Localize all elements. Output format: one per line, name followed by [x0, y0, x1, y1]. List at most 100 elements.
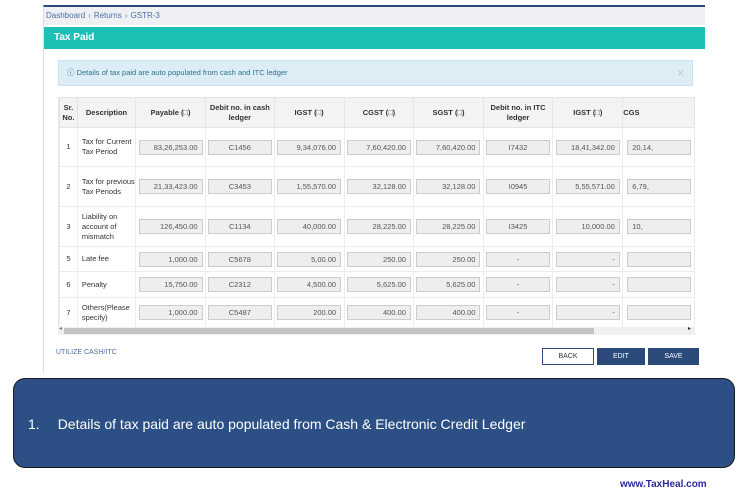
amount-field[interactable]: 1,000.00: [138, 305, 203, 320]
breadcrumb-gstr3[interactable]: GSTR-3: [130, 11, 160, 20]
amount-field[interactable]: I3425: [486, 219, 551, 234]
amount-field[interactable]: 5,625.00: [346, 277, 411, 292]
breadcrumb-separator: ›: [124, 11, 128, 20]
amount-field[interactable]: [627, 305, 692, 320]
cell: -: [552, 246, 624, 272]
amount-field[interactable]: 7,60,420.00: [416, 139, 481, 155]
table-row: 6 Penalty 15,750.00 C2312 4,500.00 5,625.00 5,…: [59, 271, 695, 298]
column-header: Sr. No.: [59, 97, 78, 128]
footer-website: www.TaxHeal.com: [620, 479, 707, 490]
scroll-left-icon[interactable]: ◂: [59, 326, 63, 332]
cell: 83,26,253.00: [135, 127, 206, 167]
scroll-right-icon[interactable]: ▸: [687, 326, 691, 332]
cell: 5,55,571.00: [552, 166, 624, 207]
cell: 28,225.00: [343, 206, 415, 247]
amount-field[interactable]: [627, 277, 692, 292]
amount-field[interactable]: 7,60,420.00: [346, 139, 411, 155]
description: Penalty: [76, 271, 137, 298]
amount-field[interactable]: 126,450.00: [138, 219, 203, 234]
cell: -: [482, 271, 554, 298]
cell: [622, 246, 695, 272]
cell: 250.00: [413, 246, 484, 272]
cell: [622, 297, 695, 327]
amount-field[interactable]: C2312: [207, 277, 272, 292]
amount-field[interactable]: C5678: [207, 251, 272, 267]
scrollbar-thumb[interactable]: [64, 328, 594, 334]
breadcrumb-returns[interactable]: Returns: [93, 11, 122, 20]
amount-field[interactable]: -: [555, 251, 620, 267]
description: Tax for previous Tax Periods: [76, 166, 137, 207]
amount-field[interactable]: -: [486, 251, 551, 267]
amount-field[interactable]: 32,128.00: [416, 179, 481, 194]
close-icon[interactable]: ×: [676, 66, 684, 80]
amount-field[interactable]: 28,225.00: [416, 219, 481, 234]
horizontal-scrollbar[interactable]: ◂ ▸: [58, 326, 695, 335]
breadcrumb-dashboard[interactable]: Dashboard: [46, 11, 86, 20]
amount-field[interactable]: 5,625.00: [416, 277, 481, 292]
cell: 20,14,: [622, 127, 695, 167]
description: Liability on account of mismatch: [76, 206, 137, 247]
amount-field[interactable]: 200.00: [277, 305, 342, 320]
amount-field[interactable]: -: [555, 305, 620, 320]
amount-field[interactable]: 10,: [627, 219, 692, 234]
amount-field[interactable]: 9,34,076.00: [277, 139, 342, 155]
amount-field[interactable]: 32,128.00: [346, 179, 411, 194]
edit-button[interactable]: EDIT: [597, 348, 645, 365]
cell: C2312: [204, 271, 275, 298]
tax-paid-table: Sr. No. Description Payable (□) Debit no. i…: [58, 97, 695, 327]
amount-field[interactable]: 15,750.00: [138, 277, 203, 292]
amount-field[interactable]: C5487: [207, 305, 272, 320]
amount-field[interactable]: 250.00: [346, 251, 411, 267]
column-header: Description: [76, 97, 137, 128]
cell: 7,60,420.00: [413, 127, 484, 167]
amount-field[interactable]: 40,000.00: [277, 219, 342, 234]
cell: -: [552, 297, 624, 327]
amount-field[interactable]: 400.00: [346, 305, 411, 320]
amount-field[interactable]: C1456: [207, 139, 272, 155]
cell: 5,625.00: [343, 271, 415, 298]
amount-field[interactable]: 250.00: [416, 251, 481, 267]
amount-field[interactable]: 28,225.00: [346, 219, 411, 234]
amount-field[interactable]: 1,55,570.00: [277, 179, 342, 194]
amount-field[interactable]: 83,26,253.00: [138, 139, 203, 155]
amount-field[interactable]: C1134: [207, 219, 272, 234]
amount-field[interactable]: [627, 251, 692, 267]
cell: 18,41,342.00: [552, 127, 624, 167]
amount-field[interactable]: 4,500.00: [277, 277, 342, 292]
amount-field[interactable]: 1,000.00: [138, 251, 203, 267]
cell: 1,000.00: [135, 246, 206, 272]
amount-field[interactable]: 6,79,: [627, 179, 692, 194]
amount-field[interactable]: 18,41,342.00: [555, 139, 620, 155]
page-title: Tax Paid: [44, 27, 705, 49]
amount-field[interactable]: I0945: [486, 179, 551, 194]
amount-field[interactable]: -: [486, 277, 551, 292]
sr-no: 3: [59, 206, 78, 247]
table-row: 2 Tax for previous Tax Periods 21,33,423.0…: [59, 166, 695, 207]
amount-field[interactable]: 21,33,423.00: [138, 179, 203, 194]
cell: C1456: [204, 127, 275, 167]
amount-field[interactable]: -: [555, 277, 620, 292]
info-icon: ⓘ: [67, 68, 75, 77]
amount-field[interactable]: 5,00.00: [277, 251, 342, 267]
table-row: 5 Late fee 1,000.00 C5678 5,00.00 250.00 250.0…: [59, 246, 695, 272]
cell: 400.00: [343, 297, 415, 327]
cell: -: [552, 271, 624, 298]
amount-field[interactable]: I7432: [486, 139, 551, 155]
cell: 4,500.00: [273, 271, 345, 298]
cell: 21,33,423.00: [135, 166, 206, 207]
utilize-cash-itc-link[interactable]: UTILIZE CASH/ITC: [56, 349, 117, 356]
save-button[interactable]: SAVE: [648, 348, 699, 365]
note-number: 1.: [28, 416, 40, 432]
cell: C5487: [204, 297, 275, 327]
amount-field[interactable]: C3453: [207, 179, 272, 194]
cell: 126,450.00: [135, 206, 206, 247]
breadcrumb: Dashboard › Returns › GSTR-3: [44, 7, 705, 25]
amount-field[interactable]: 10,000.00: [555, 219, 620, 234]
back-button[interactable]: BACK: [542, 348, 594, 365]
amount-field[interactable]: 5,55,571.00: [555, 179, 620, 194]
column-header: Debit no. in cash ledger: [204, 97, 275, 128]
amount-field[interactable]: -: [486, 305, 551, 320]
cell: 6,79,: [622, 166, 695, 207]
amount-field[interactable]: 400.00: [416, 305, 481, 320]
amount-field[interactable]: 20,14,: [627, 139, 692, 155]
